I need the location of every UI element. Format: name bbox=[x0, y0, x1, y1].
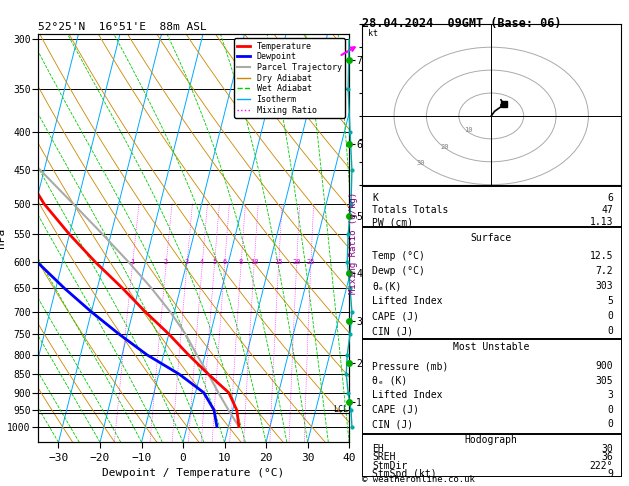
X-axis label: Dewpoint / Temperature (°C): Dewpoint / Temperature (°C) bbox=[103, 468, 284, 478]
Text: CIN (J): CIN (J) bbox=[372, 326, 413, 336]
Text: 8: 8 bbox=[239, 259, 243, 265]
Text: 1.13: 1.13 bbox=[589, 217, 613, 227]
Text: StmDir: StmDir bbox=[372, 461, 408, 471]
Text: Dewp (°C): Dewp (°C) bbox=[372, 266, 425, 277]
Text: PW (cm): PW (cm) bbox=[372, 217, 413, 227]
Text: 20: 20 bbox=[440, 144, 449, 150]
Text: 6: 6 bbox=[223, 259, 226, 265]
Text: 15: 15 bbox=[274, 259, 283, 265]
Text: Pressure (mb): Pressure (mb) bbox=[372, 361, 448, 371]
Text: 303: 303 bbox=[596, 281, 613, 291]
Text: kt: kt bbox=[368, 29, 378, 38]
Text: 10: 10 bbox=[464, 127, 472, 134]
Text: K: K bbox=[372, 193, 378, 203]
Text: 7.2: 7.2 bbox=[596, 266, 613, 277]
Text: 0: 0 bbox=[607, 405, 613, 415]
Text: 0: 0 bbox=[607, 419, 613, 430]
Text: 47: 47 bbox=[601, 205, 613, 215]
Text: Lifted Index: Lifted Index bbox=[372, 296, 443, 306]
Text: 6: 6 bbox=[607, 193, 613, 203]
Text: 2: 2 bbox=[164, 259, 168, 265]
Text: Surface: Surface bbox=[470, 232, 512, 243]
Text: 25: 25 bbox=[306, 259, 315, 265]
Text: 305: 305 bbox=[596, 376, 613, 386]
Text: 5: 5 bbox=[213, 259, 216, 265]
Text: 20: 20 bbox=[292, 259, 301, 265]
Text: 28.04.2024  09GMT (Base: 06): 28.04.2024 09GMT (Base: 06) bbox=[362, 17, 561, 30]
Text: Mixing Ratio (g/kg): Mixing Ratio (g/kg) bbox=[349, 192, 358, 294]
Text: θₑ(K): θₑ(K) bbox=[372, 281, 401, 291]
Text: CIN (J): CIN (J) bbox=[372, 419, 413, 430]
Text: 222°: 222° bbox=[589, 461, 613, 471]
Text: 10: 10 bbox=[250, 259, 259, 265]
Text: 0: 0 bbox=[607, 311, 613, 321]
Legend: Temperature, Dewpoint, Parcel Trajectory, Dry Adiabat, Wet Adiabat, Isotherm, Mi: Temperature, Dewpoint, Parcel Trajectory… bbox=[234, 38, 345, 118]
Text: 900: 900 bbox=[596, 361, 613, 371]
Text: EH: EH bbox=[372, 444, 384, 454]
Text: 36: 36 bbox=[601, 452, 613, 462]
Text: Totals Totals: Totals Totals bbox=[372, 205, 448, 215]
Text: StmSpd (kt): StmSpd (kt) bbox=[372, 469, 437, 479]
Text: Lifted Index: Lifted Index bbox=[372, 390, 443, 400]
Text: 3: 3 bbox=[185, 259, 189, 265]
Text: 3: 3 bbox=[607, 390, 613, 400]
Text: θₑ (K): θₑ (K) bbox=[372, 376, 408, 386]
Text: LCL: LCL bbox=[333, 405, 348, 415]
Text: 5: 5 bbox=[607, 296, 613, 306]
Text: 52°25'N  16°51'E  88m ASL: 52°25'N 16°51'E 88m ASL bbox=[38, 22, 206, 32]
Text: 12.5: 12.5 bbox=[589, 251, 613, 261]
Text: CAPE (J): CAPE (J) bbox=[372, 405, 419, 415]
Text: 0: 0 bbox=[607, 326, 613, 336]
Text: 4: 4 bbox=[200, 259, 204, 265]
Text: CAPE (J): CAPE (J) bbox=[372, 311, 419, 321]
Text: Temp (°C): Temp (°C) bbox=[372, 251, 425, 261]
Text: Most Unstable: Most Unstable bbox=[453, 343, 530, 352]
Text: SREH: SREH bbox=[372, 452, 396, 462]
Y-axis label: hPa: hPa bbox=[0, 228, 6, 248]
Text: 30: 30 bbox=[601, 444, 613, 454]
Text: 30: 30 bbox=[417, 160, 426, 166]
Text: Hodograph: Hodograph bbox=[465, 435, 518, 445]
Text: 9: 9 bbox=[607, 469, 613, 479]
Text: © weatheronline.co.uk: © weatheronline.co.uk bbox=[362, 474, 474, 484]
Y-axis label: km
ASL: km ASL bbox=[364, 229, 385, 247]
Text: 1: 1 bbox=[130, 259, 135, 265]
